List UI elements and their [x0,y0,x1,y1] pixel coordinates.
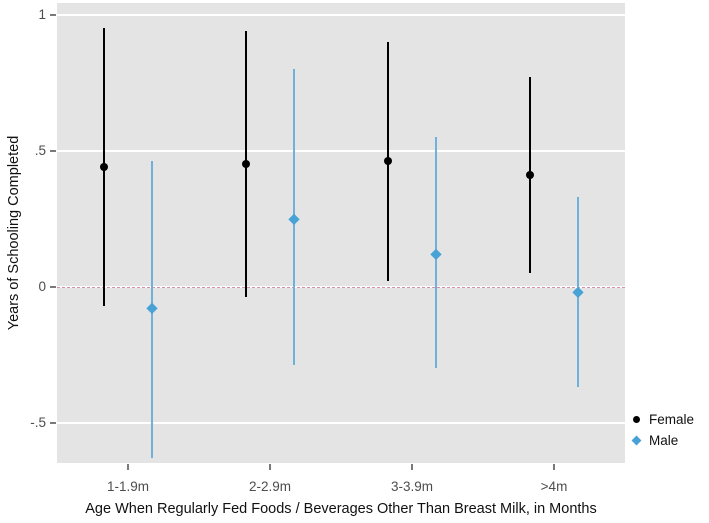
data-point-marker [146,302,158,314]
male-diamond-icon [631,435,642,446]
legend-item-female: Female [633,409,694,430]
zero-reference-line [57,286,625,288]
gridline [57,421,625,424]
gridline [57,149,625,152]
y-tick-label: 1 [38,6,46,22]
data-point-marker [384,157,392,166]
data-point-marker [288,213,300,224]
female-circle-icon [633,416,640,423]
y-axis-tick [50,14,56,16]
legend: Female Male [631,409,694,451]
y-tick-label: -.5 [30,414,46,430]
x-tick-label: >4m [540,479,568,494]
y-tick-label: 0 [38,278,46,294]
y-axis-tick [50,150,56,152]
x-axis-tick [411,464,413,470]
data-point-marker [572,286,584,298]
x-axis-tick [127,464,129,470]
y-axis-tick [50,422,56,424]
legend-label: Female [649,412,695,427]
x-tick-label: 2-2.9m [248,479,292,494]
data-point-marker [100,162,108,171]
data-point-marker [242,160,250,169]
x-tick-label: 3-3.9m [390,479,434,494]
y-tick-label: .5 [34,142,46,158]
gridline [57,13,625,16]
legend-label: Male [649,433,679,448]
x-tick-label: 1-1.9m [106,479,150,494]
x-axis-title: Age When Regularly Fed Foods / Beverages… [85,501,597,517]
x-axis-tick [553,464,555,470]
y-axis-title: Years of Schooling Completed [6,135,22,331]
x-axis-tick [269,464,271,470]
plot-area [57,3,625,463]
data-point-marker [430,248,442,260]
legend-item-male: Male [631,430,694,451]
data-point-marker [526,170,534,179]
y-axis-tick [50,286,56,288]
